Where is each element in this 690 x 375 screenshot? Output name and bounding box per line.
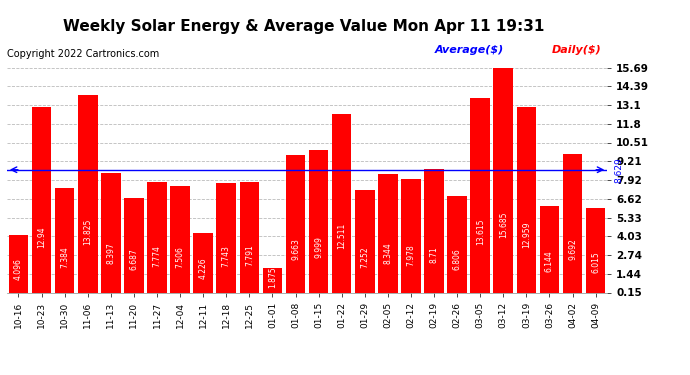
Text: 6.144: 6.144 — [545, 251, 554, 272]
Bar — [32, 107, 51, 295]
Bar — [424, 168, 444, 295]
Text: 12.94: 12.94 — [37, 226, 46, 248]
Text: 7.252: 7.252 — [360, 247, 369, 268]
Bar — [378, 174, 397, 295]
Text: Weekly Solar Energy & Average Value Mon Apr 11 19:31: Weekly Solar Energy & Average Value Mon … — [63, 19, 544, 34]
Text: 8.629: 8.629 — [614, 157, 623, 183]
Text: 8.71: 8.71 — [430, 246, 439, 263]
Bar — [239, 182, 259, 295]
Text: Average($): Average($) — [435, 45, 504, 55]
Text: Copyright 2022 Cartronics.com: Copyright 2022 Cartronics.com — [7, 49, 159, 59]
Text: 6.687: 6.687 — [130, 249, 139, 270]
Bar — [263, 267, 282, 295]
Bar — [586, 208, 605, 295]
Bar — [471, 98, 490, 295]
Bar — [355, 190, 375, 295]
Text: 12.959: 12.959 — [522, 221, 531, 248]
Text: 7.774: 7.774 — [152, 244, 161, 267]
Text: 7.743: 7.743 — [221, 245, 230, 267]
Text: 8.397: 8.397 — [106, 243, 115, 264]
Text: 9.999: 9.999 — [314, 237, 323, 258]
Text: 7.506: 7.506 — [175, 246, 184, 267]
Bar — [170, 186, 190, 295]
Bar — [9, 236, 28, 295]
Bar — [517, 107, 536, 295]
Bar — [124, 198, 144, 295]
Text: 4.226: 4.226 — [199, 258, 208, 279]
Bar — [55, 188, 75, 295]
Text: 12.511: 12.511 — [337, 223, 346, 249]
Text: 13.615: 13.615 — [475, 219, 484, 245]
Bar — [493, 68, 513, 295]
Bar — [563, 154, 582, 295]
Bar — [78, 94, 97, 295]
Text: 7.384: 7.384 — [60, 246, 69, 268]
Text: 9.663: 9.663 — [291, 238, 300, 260]
Bar — [217, 183, 236, 295]
Bar — [147, 182, 167, 295]
Text: 4.096: 4.096 — [14, 258, 23, 280]
Text: 1.875: 1.875 — [268, 266, 277, 288]
Text: 9.692: 9.692 — [568, 238, 577, 260]
Bar — [332, 114, 351, 295]
Text: 13.825: 13.825 — [83, 218, 92, 244]
Text: 8.344: 8.344 — [384, 243, 393, 264]
Text: 6.806: 6.806 — [453, 248, 462, 270]
Text: 7.791: 7.791 — [245, 245, 254, 267]
Text: 6.015: 6.015 — [591, 251, 600, 273]
Bar — [101, 173, 121, 295]
Bar — [401, 179, 421, 295]
Bar — [309, 150, 328, 295]
Bar — [540, 206, 560, 295]
Text: 7.978: 7.978 — [406, 244, 415, 266]
Bar — [447, 196, 467, 295]
Bar — [193, 234, 213, 295]
Text: 15.685: 15.685 — [499, 211, 508, 238]
Bar — [286, 155, 305, 295]
Text: Daily($): Daily($) — [552, 45, 602, 55]
